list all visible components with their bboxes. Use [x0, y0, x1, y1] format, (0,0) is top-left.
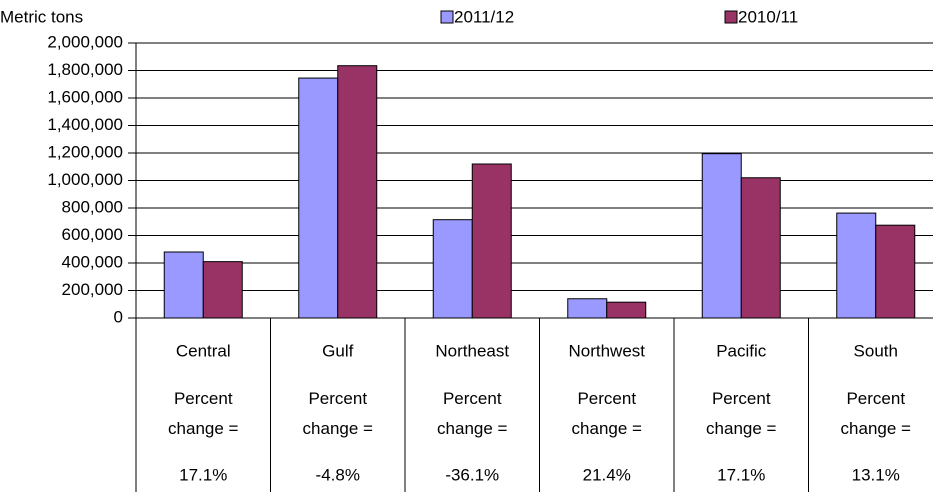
percent-change: 21.4% [583, 465, 631, 484]
category-label: Northeast [435, 341, 509, 360]
percent-label: Percent change = [706, 389, 777, 438]
bar [202, 261, 243, 319]
y-axis-label: Metric tons [0, 7, 83, 26]
percent-change: -4.8% [316, 465, 360, 484]
bar [836, 212, 877, 319]
y-tick-label: 1,000,000 [47, 170, 123, 189]
legend-label: 2011/12 [454, 7, 514, 26]
y-tick-label: 600,000 [62, 225, 123, 244]
category-label: South [854, 341, 898, 360]
percent-label: Percent change = [840, 389, 911, 438]
bar [740, 177, 781, 319]
y-tick-label: 1,200,000 [47, 142, 123, 161]
percent-label: Percent change = [168, 389, 239, 438]
bar [471, 163, 512, 319]
y-tick-label: 0 [114, 307, 123, 326]
y-tick-label: 400,000 [62, 252, 123, 271]
bar [875, 224, 916, 319]
legend-swatch [724, 10, 738, 24]
percent-change: -36.1% [445, 465, 499, 484]
bar [606, 301, 647, 319]
y-tick-label: 1,600,000 [47, 87, 123, 106]
y-tick-label: 1,400,000 [47, 115, 123, 134]
bar [298, 77, 339, 319]
percent-label: Percent change = [571, 389, 642, 438]
legend-swatch [440, 10, 454, 24]
bar [163, 251, 204, 319]
legend-label: 2010/11 [738, 7, 798, 26]
percent-change: 17.1% [179, 465, 227, 484]
y-tick-label: 800,000 [62, 197, 123, 216]
category-label: Pacific [716, 341, 767, 360]
category-label: Gulf [322, 341, 353, 360]
bar [337, 65, 378, 319]
percent-label: Percent change = [302, 389, 373, 438]
percent-change: 13.1% [852, 465, 900, 484]
bar [432, 219, 473, 319]
percent-change: 17.1% [717, 465, 765, 484]
y-tick-label: 2,000,000 [47, 32, 123, 51]
y-tick-label: 1,800,000 [47, 60, 123, 79]
category-label: Northwest [568, 341, 645, 360]
bar [567, 298, 608, 319]
percent-label: Percent change = [437, 389, 508, 438]
category-label: Central [176, 341, 231, 360]
y-tick-label: 200,000 [62, 280, 123, 299]
bar [701, 153, 742, 319]
